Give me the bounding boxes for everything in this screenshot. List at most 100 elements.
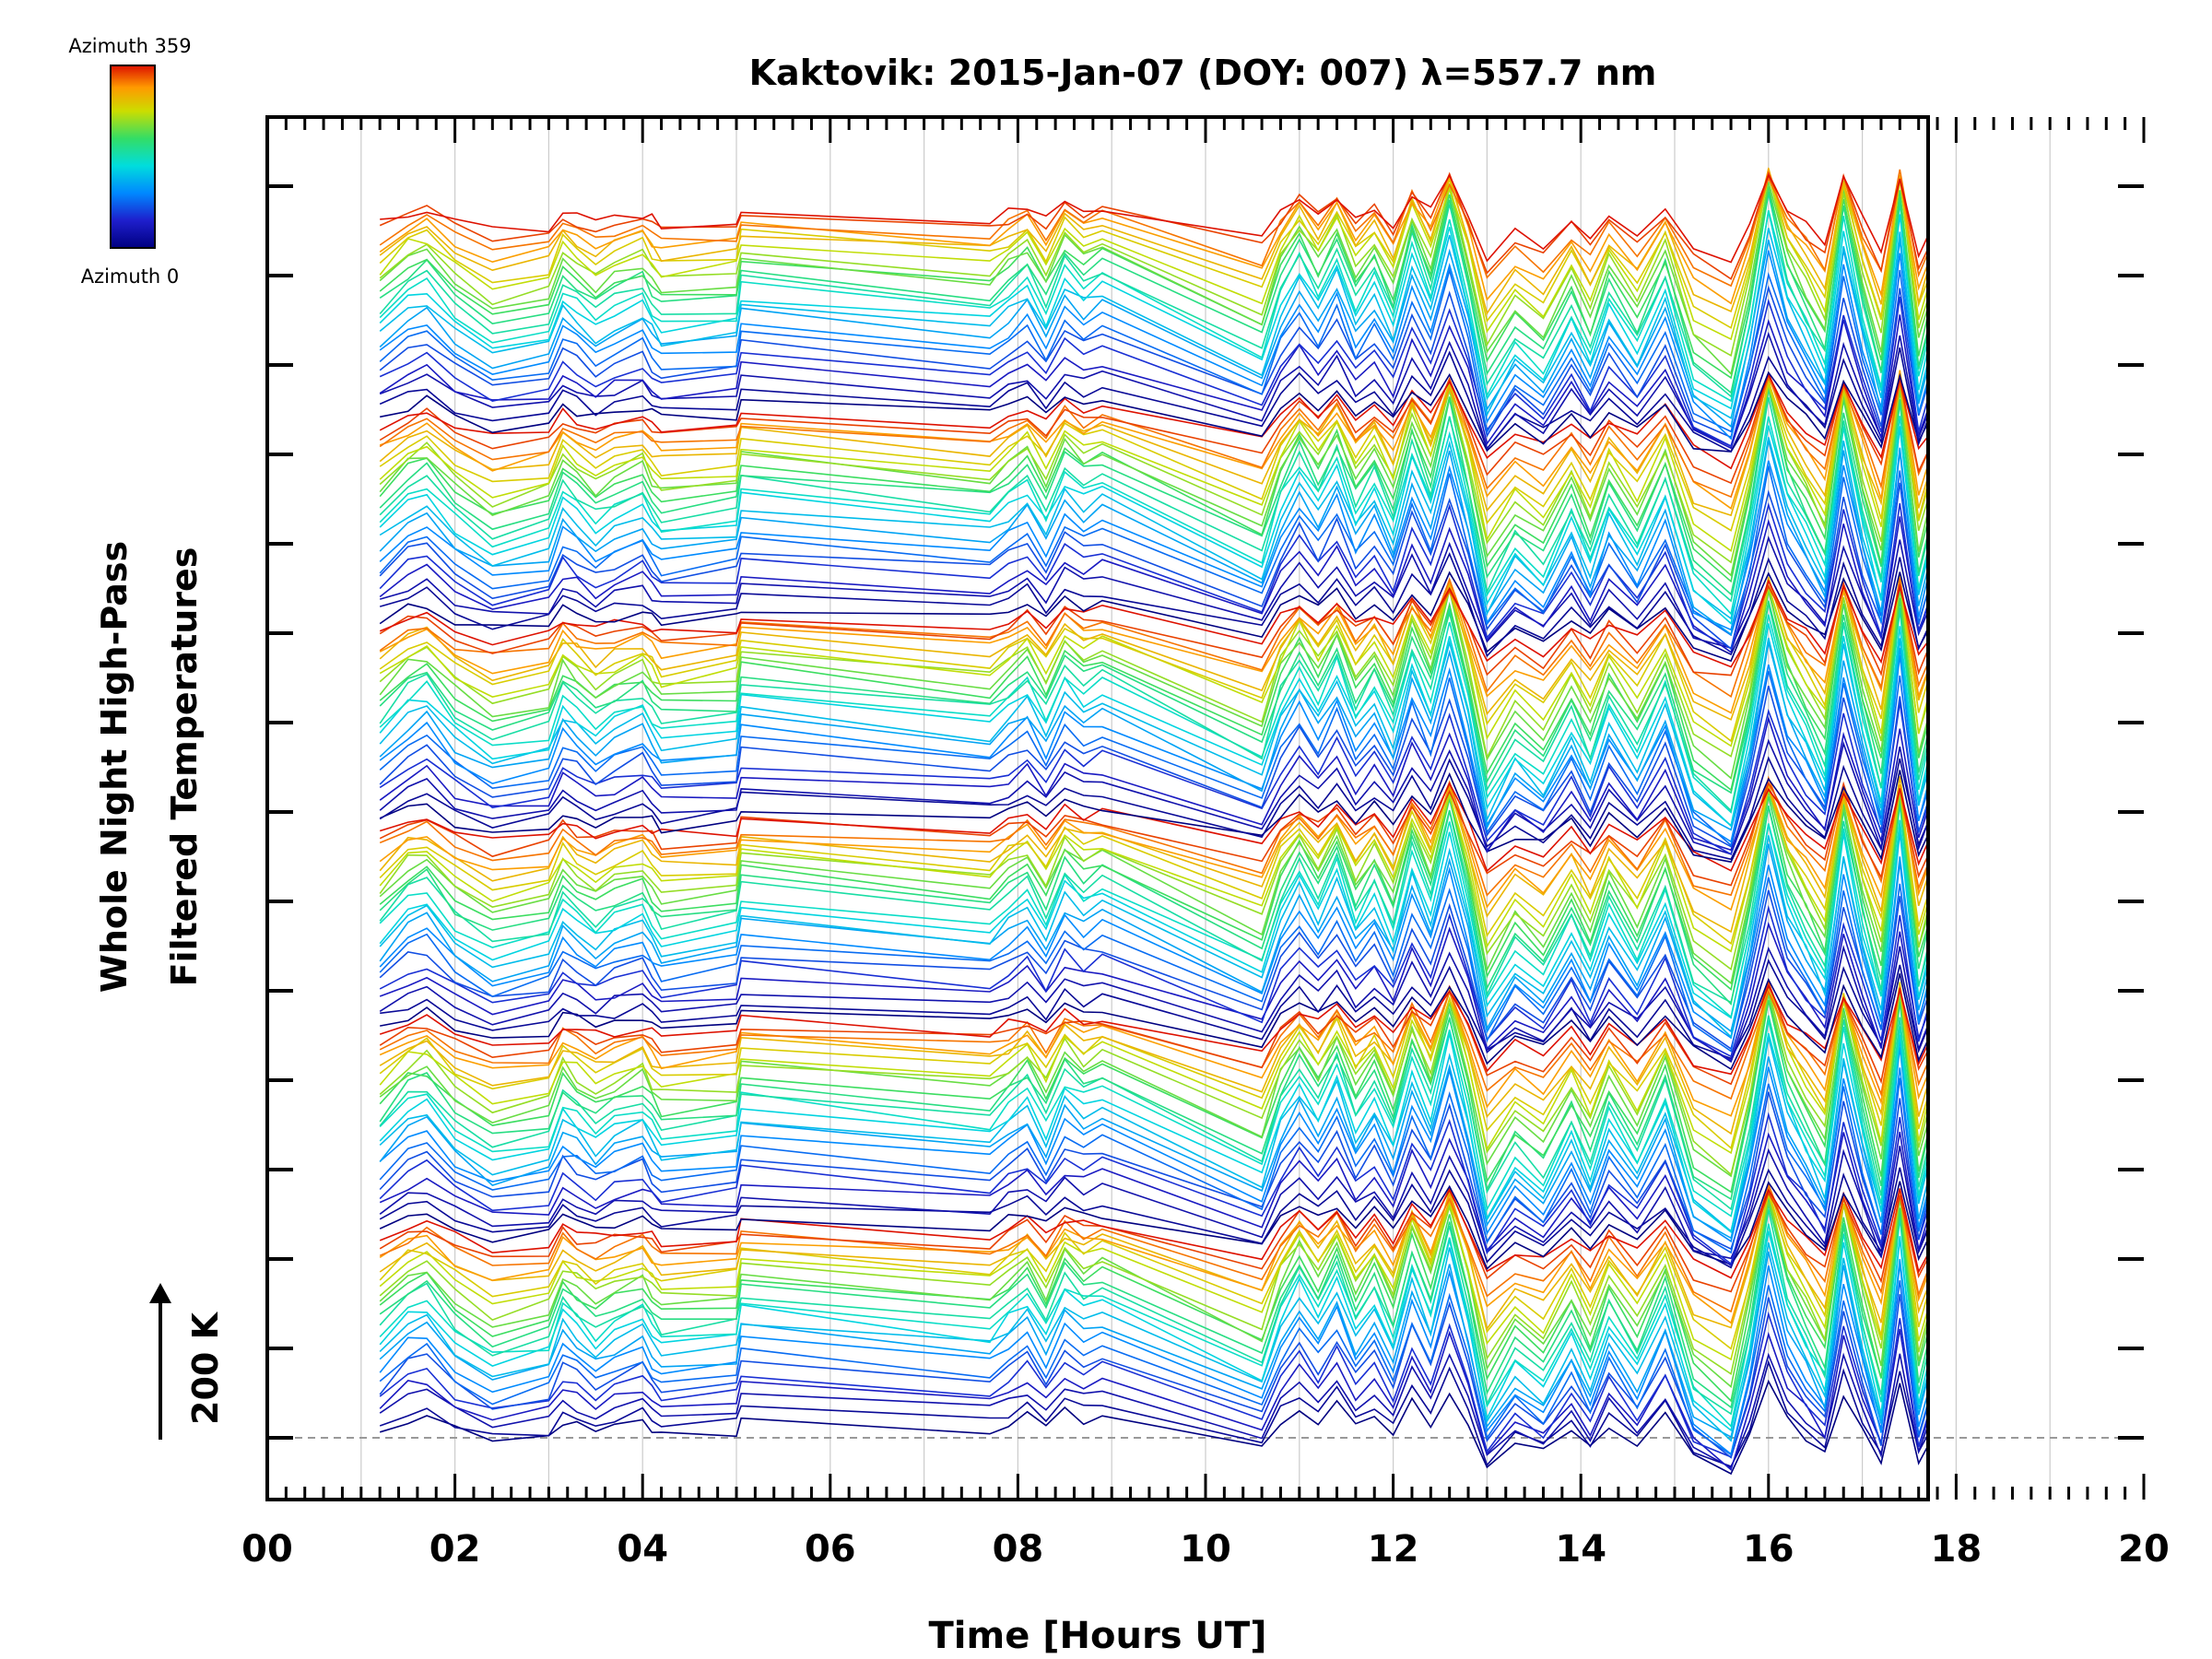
series-line-azimuth-187 [379,803,1928,1004]
x-tick-label: 12 [1368,1528,1419,1571]
x-axis-label: Time [Hours UT] [929,1615,1267,1657]
series-line-azimuth-234 [379,175,1928,376]
series-line-azimuth-94 [379,877,1928,1053]
series-line-azimuth-47 [379,1131,1928,1267]
series-line-azimuth-343 [379,582,1928,677]
series-line-azimuth-250 [379,987,1928,1176]
series-line-azimuth-359 [379,579,1928,668]
series-line-azimuth-109 [379,250,1928,441]
series-line-azimuth-78 [379,1294,1928,1459]
series-line-azimuth-31 [379,535,1928,649]
scale-arrowhead [149,1283,171,1303]
series-line-azimuth-78 [379,685,1928,848]
series-line-azimuth-62 [379,701,1928,855]
series-line-azimuth-250 [379,1194,1928,1376]
series-line-azimuth-140 [379,832,1928,1039]
series-line-azimuth-187 [379,1209,1928,1416]
series-line-azimuth-47 [379,715,1928,853]
axis-ticks [265,117,2146,1500]
series-line-azimuth-0 [379,1379,1928,1476]
series-line-azimuth-187 [379,193,1928,398]
series-line-azimuth-312 [379,985,1928,1117]
series-line-azimuth-328 [379,775,1928,897]
series-line-azimuth-250 [379,581,1928,760]
series-line-azimuth-47 [379,516,1928,653]
series-line-azimuth-140 [379,427,1928,620]
series-line-azimuth-234 [379,791,1928,985]
x-tick-label: 10 [1180,1528,1231,1571]
series-line-azimuth-343 [379,371,1928,485]
series-line-azimuth-219 [379,384,1928,583]
series-line-azimuth-312 [379,370,1928,510]
series-line-azimuth-62 [379,296,1928,448]
series-line-azimuth-94 [379,267,1928,434]
series-line-azimuth-109 [379,654,1928,843]
chart-title: Kaktovik: 2015-Jan-07 (DOY: 007) λ=557.7… [749,53,1657,93]
series-line-azimuth-343 [379,980,1928,1086]
series-line-azimuth-265 [379,372,1928,553]
series-line-azimuth-125 [379,1047,1928,1240]
series-line-azimuth-219 [379,186,1928,380]
series-line-azimuth-0 [380,973,1928,1071]
series-line-azimuth-219 [379,795,1928,991]
scale-bar: 200 K [149,1283,226,1440]
data-traces [379,167,1928,1476]
series-line-azimuth-156 [379,425,1928,626]
series-line-azimuth-78 [379,482,1928,651]
series-line-azimuth-16 [379,1167,1928,1269]
series-line-azimuth-109 [379,862,1928,1040]
series-line-azimuth-156 [379,211,1928,410]
series-line-azimuth-109 [379,1066,1928,1243]
colorbar-top-label: Azimuth 359 [68,35,191,57]
series-line-azimuth-359 [379,372,1928,470]
series-line-azimuth-234 [379,588,1928,780]
plot-frame [265,115,1930,1501]
series-line-azimuth-265 [379,580,1928,747]
series-line-azimuth-297 [379,1182,1928,1331]
series-line-azimuth-47 [379,922,1928,1062]
x-tick-label: 16 [1743,1528,1794,1571]
series-line-azimuth-140 [379,1037,1928,1233]
series-line-azimuth-62 [379,1112,1928,1265]
series-line-azimuth-140 [379,228,1928,419]
series-line-azimuth-125 [379,239,1928,429]
series-line-azimuth-125 [379,641,1928,831]
x-tick-label: 20 [2118,1528,2170,1571]
series-line-azimuth-203 [379,1000,1928,1201]
x-tick-label: 02 [429,1528,481,1571]
scale-bar-label: 200 K [185,1311,226,1425]
series-line-azimuth-281 [379,168,1928,329]
series-line-azimuth-0 [379,571,1928,663]
series-line-azimuth-31 [379,1146,1928,1260]
series-line-azimuth-297 [379,980,1928,1135]
series-line-azimuth-47 [379,314,1928,450]
x-tick-label: 06 [805,1528,856,1571]
series-line-azimuth-16 [379,1359,1928,1467]
series-line-azimuth-31 [379,1352,1928,1469]
series-line-azimuth-281 [379,378,1928,532]
series-line-azimuth-265 [379,1189,1928,1361]
series-line-azimuth-265 [379,176,1928,341]
series-line-azimuth-328 [379,987,1928,1100]
series-line-azimuth-156 [379,1230,1928,1432]
series-line-azimuth-359 [380,173,1928,264]
x-tick-label: 00 [241,1528,293,1571]
series-line-azimuth-156 [379,623,1928,828]
series-line-azimuth-140 [379,1238,1928,1442]
series-line-azimuth-16 [379,551,1928,658]
series-line-azimuth-219 [379,1197,1928,1403]
series-line-azimuth-187 [379,603,1928,813]
series-line-azimuth-0 [379,770,1928,864]
series-line-azimuth-281 [379,574,1928,743]
series-line-azimuth-172 [379,1019,1928,1218]
series-line-azimuth-343 [379,781,1928,887]
series-line-azimuth-250 [379,173,1928,358]
series-line-azimuth-125 [379,1251,1928,1439]
series-line-azimuth-297 [379,371,1928,517]
series-line-azimuth-328 [379,1182,1928,1313]
x-tick-labels: 00 02 04 06 08 10 12 14 16 18 20 [241,1528,2170,1571]
series-line-azimuth-297 [379,576,1928,721]
series-line-azimuth-62 [379,501,1928,650]
x-tick-label: 18 [1931,1528,1983,1571]
